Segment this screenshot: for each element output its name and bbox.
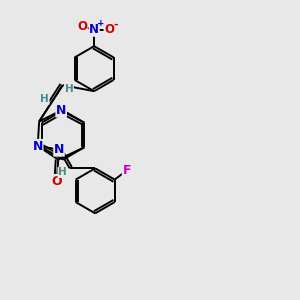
Text: O: O xyxy=(52,175,62,188)
Text: N: N xyxy=(32,140,43,152)
Text: N: N xyxy=(56,104,66,117)
Text: N: N xyxy=(54,143,64,156)
Text: N: N xyxy=(89,23,99,36)
Text: O: O xyxy=(77,20,87,33)
Text: -: - xyxy=(113,19,118,29)
Text: H: H xyxy=(40,94,49,104)
Text: F: F xyxy=(122,164,131,177)
Text: O: O xyxy=(104,23,114,36)
Text: +: + xyxy=(97,19,105,28)
Text: H: H xyxy=(64,84,73,94)
Text: H: H xyxy=(58,167,67,178)
